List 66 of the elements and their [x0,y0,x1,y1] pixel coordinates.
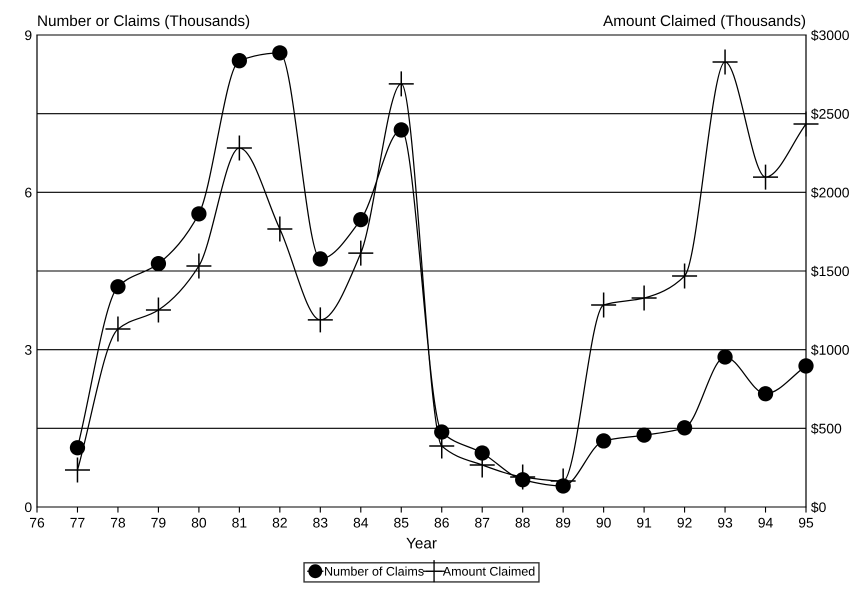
point [110,279,126,294]
point [596,433,612,449]
point [267,216,292,242]
point [798,358,814,374]
point [232,53,248,68]
point [717,349,733,365]
point [394,122,409,138]
point [591,292,616,318]
x-tick-label: 95 [798,518,814,528]
y2-tick-label: $1500 [811,266,849,277]
point [146,298,171,323]
legend-label: Number of Claims [325,566,424,576]
point [105,316,130,342]
point [353,212,368,228]
x-tick-label: 87 [475,518,490,528]
y2-tick-label: $0 [811,502,826,513]
point [632,286,657,311]
point [191,206,207,222]
point [348,240,374,266]
point [272,45,288,60]
x-tick-label: 92 [678,518,692,528]
y2-tick-label: $2500 [811,108,849,120]
y2-tick-label: $500 [811,423,842,434]
point [636,428,652,443]
x-tick-label: 91 [637,518,652,528]
x-tick-label: 76 [30,518,44,528]
point [186,253,212,278]
point [226,135,252,160]
x-tick-label: 86 [434,518,449,528]
x-tick-label: 89 [556,518,570,528]
y-tick-label: 0 [24,502,32,512]
x-tick-label: 81 [232,518,246,528]
y-tick-label: 3 [24,345,32,355]
x-tick-label: 84 [354,518,368,528]
x-tick-label: 79 [151,518,166,528]
point [388,71,414,96]
x-tick-label: 80 [192,518,206,528]
y2-tick-label: $3000 [811,30,849,41]
point [64,458,90,483]
x-tick-label: 78 [110,518,126,528]
point [753,164,778,190]
x-tick-label: 85 [394,518,408,528]
point [758,386,774,402]
point [474,445,490,461]
x-tick-label: 77 [70,518,84,528]
y2-tick-label: $1000 [811,344,849,356]
legend-label: Amount Claimed [442,566,534,576]
point [70,440,86,456]
x-tick-label: 93 [718,518,732,528]
point [712,50,738,75]
x-tick-label: 82 [272,518,287,528]
x-tick-label: 94 [758,518,773,528]
point [672,264,698,289]
y2-axis-title: Amount Claimed (Thousands) [603,14,806,30]
x-tick-label: 90 [596,518,611,528]
x-tick-label: 88 [516,518,530,528]
x-tick-label: 83 [313,518,328,528]
y-tick-label: 6 [25,188,32,198]
y-tick-label: 9 [25,30,32,40]
point [312,251,328,267]
point [150,256,166,272]
y2-tick-label: $2000 [811,187,849,198]
x-axis-title: Year [406,538,437,549]
point [510,464,536,490]
point [308,307,333,332]
y-axis-title: Number or Claims (Thousands) [38,14,250,30]
